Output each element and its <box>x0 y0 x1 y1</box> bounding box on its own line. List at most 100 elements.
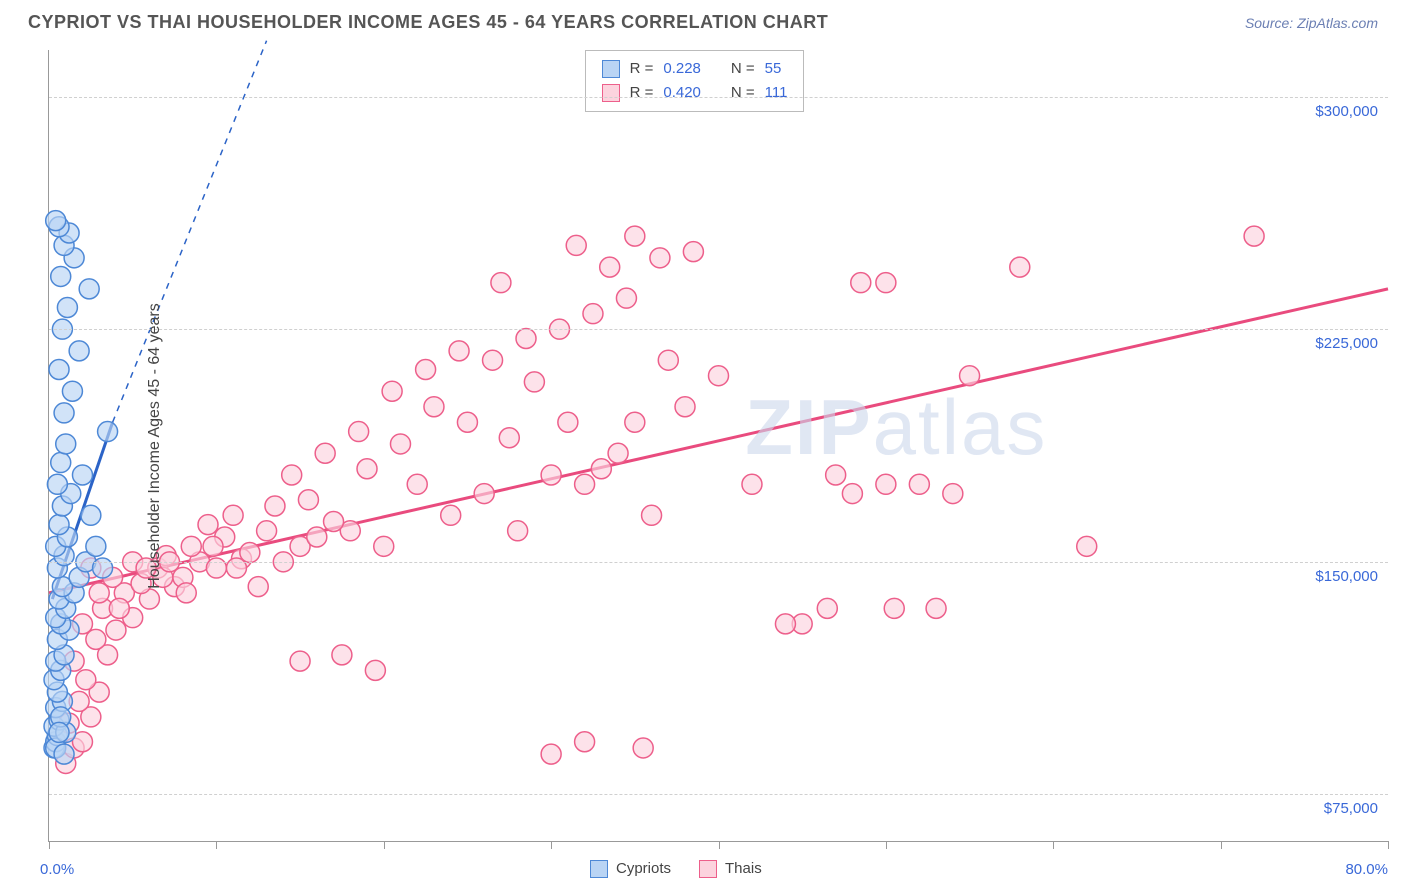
data-point <box>817 598 837 618</box>
data-point <box>516 328 536 348</box>
data-point <box>600 257 620 277</box>
data-point <box>332 645 352 665</box>
x-tick <box>384 841 385 849</box>
x-tick <box>1053 841 1054 849</box>
data-point <box>86 536 106 556</box>
data-point <box>390 434 410 454</box>
data-point <box>775 614 795 634</box>
swatch-icon <box>590 860 608 878</box>
scatter-plot <box>49 50 1388 841</box>
chart-title: CYPRIOT VS THAI HOUSEHOLDER INCOME AGES … <box>28 12 828 33</box>
data-point <box>541 744 561 764</box>
data-point <box>374 536 394 556</box>
data-point <box>709 366 729 386</box>
data-point <box>265 496 285 516</box>
data-point <box>223 505 243 525</box>
data-point <box>876 474 896 494</box>
data-point <box>742 474 762 494</box>
data-point <box>591 459 611 479</box>
y-tick-label: $150,000 <box>1315 568 1378 585</box>
data-point <box>449 341 469 361</box>
data-point <box>56 434 76 454</box>
correlation-legend: R = 0.228 N = 55 R = 0.420 N = 111 <box>585 50 805 112</box>
data-point <box>47 474 67 494</box>
data-point <box>76 670 96 690</box>
gridline <box>49 97 1388 98</box>
x-tick <box>886 841 887 849</box>
data-point <box>884 598 904 618</box>
series-legend: Cypriots Thais <box>590 860 762 878</box>
y-tick-label: $225,000 <box>1315 335 1378 352</box>
legend-item-cypriots: Cypriots <box>590 860 671 878</box>
data-point <box>566 235 586 255</box>
data-point <box>960 366 980 386</box>
data-point <box>248 577 268 597</box>
x-tick <box>1221 841 1222 849</box>
y-axis-label: Householder Income Ages 45 - 64 years <box>146 303 164 589</box>
data-point <box>541 465 561 485</box>
data-point <box>46 211 66 231</box>
data-point <box>349 422 369 442</box>
data-point <box>365 660 385 680</box>
data-point <box>109 598 129 618</box>
x-axis-max-label: 80.0% <box>1345 861 1388 878</box>
chart-area: ZIPatlas R = 0.228 N = 55 R = 0.420 N = … <box>48 50 1388 842</box>
swatch-icon <box>602 84 620 102</box>
data-point <box>382 381 402 401</box>
data-point <box>298 490 318 510</box>
data-point <box>575 732 595 752</box>
legend-row-thais: R = 0.420 N = 111 <box>602 81 788 105</box>
data-point <box>1077 536 1097 556</box>
legend-item-thais: Thais <box>699 860 762 878</box>
data-point <box>257 521 277 541</box>
data-point <box>851 273 871 293</box>
data-point <box>57 297 77 317</box>
data-point <box>633 738 653 758</box>
data-point <box>457 412 477 432</box>
data-point <box>282 465 302 485</box>
data-point <box>625 412 645 432</box>
x-tick <box>1388 841 1389 849</box>
x-axis-min-label: 0.0% <box>40 861 74 878</box>
swatch-icon <box>699 860 717 878</box>
data-point <box>89 583 109 603</box>
data-point <box>499 428 519 448</box>
data-point <box>474 484 494 504</box>
gridline <box>49 329 1388 330</box>
trend-line-extrapolation <box>113 41 267 423</box>
data-point <box>926 598 946 618</box>
data-point <box>416 360 436 380</box>
data-point <box>943 484 963 504</box>
data-point <box>49 360 69 380</box>
data-point <box>575 474 595 494</box>
data-point <box>98 422 118 442</box>
data-point <box>72 465 92 485</box>
data-point <box>558 412 578 432</box>
data-point <box>524 372 544 392</box>
data-point <box>407 474 427 494</box>
x-tick <box>49 841 50 849</box>
data-point <box>583 304 603 324</box>
data-point <box>51 453 71 473</box>
data-point <box>315 443 335 463</box>
data-point <box>62 381 82 401</box>
data-point <box>508 521 528 541</box>
data-point <box>290 651 310 671</box>
data-point <box>826 465 846 485</box>
data-point <box>49 515 69 535</box>
data-point <box>876 273 896 293</box>
data-point <box>49 722 69 742</box>
legend-row-cypriots: R = 0.228 N = 55 <box>602 57 788 81</box>
data-point <box>181 536 201 556</box>
data-point <box>1244 226 1264 246</box>
data-point <box>642 505 662 525</box>
data-point <box>424 397 444 417</box>
data-point <box>658 350 678 370</box>
data-point <box>198 515 218 535</box>
data-point <box>608 443 628 463</box>
data-point <box>1010 257 1030 277</box>
data-point <box>51 266 71 286</box>
x-tick <box>551 841 552 849</box>
gridline <box>49 794 1388 795</box>
data-point <box>357 459 377 479</box>
